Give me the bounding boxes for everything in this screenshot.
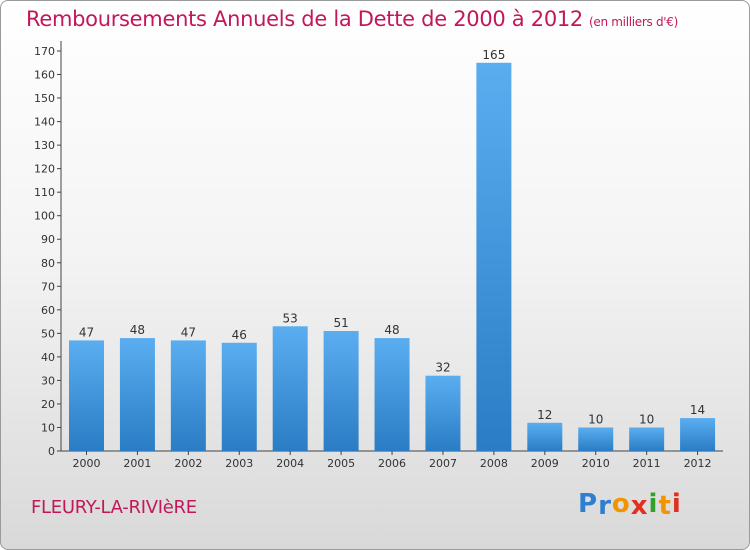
bar-value-label: 47 <box>181 325 196 339</box>
y-tick-label: 50 <box>41 327 55 340</box>
x-tick-label: 2002 <box>174 457 202 470</box>
logo-letter: r <box>598 491 612 521</box>
y-tick-label: 110 <box>34 186 55 199</box>
logo-letter: x <box>630 491 649 521</box>
logo-letter: i <box>648 489 659 519</box>
y-tick-label: 120 <box>34 163 55 176</box>
y-tick-label: 40 <box>41 351 55 364</box>
x-tick-label: 2003 <box>225 457 253 470</box>
bar-value-label: 47 <box>79 325 94 339</box>
bar-value-label: 12 <box>537 408 552 422</box>
y-tick-label: 160 <box>34 69 55 82</box>
y-tick-label: 140 <box>34 116 55 129</box>
y-tick-label: 150 <box>34 92 55 105</box>
bar <box>221 342 257 451</box>
x-tick-label: 2006 <box>378 457 406 470</box>
x-tick-label: 2009 <box>531 457 559 470</box>
x-tick-label: 2012 <box>684 457 712 470</box>
x-tick-label: 2005 <box>327 457 355 470</box>
x-tick-label: 2010 <box>582 457 610 470</box>
y-tick-label: 170 <box>34 45 55 58</box>
x-tick-label: 2007 <box>429 457 457 470</box>
bar-value-label: 165 <box>482 48 505 62</box>
y-tick-label: 60 <box>41 304 55 317</box>
chart-title: Remboursements Annuels de la Dette de 20… <box>26 7 678 31</box>
bar <box>374 338 410 451</box>
x-tick-label: 2011 <box>633 457 661 470</box>
bar-value-label: 14 <box>690 403 705 417</box>
x-tick-label: 2001 <box>123 457 151 470</box>
y-tick-label: 70 <box>41 280 55 293</box>
proxiti-logo: Proxiti <box>578 489 682 521</box>
logo-letter: i <box>671 489 682 519</box>
bar <box>425 375 461 451</box>
logo-letter: P <box>578 489 599 519</box>
y-tick-label: 0 <box>48 445 55 458</box>
bar <box>119 338 155 451</box>
y-tick-label: 30 <box>41 374 55 387</box>
y-tick-label: 80 <box>41 257 55 270</box>
bar <box>476 62 512 451</box>
bar <box>323 331 359 451</box>
location-label: FLEURY-LA-RIVIèRE <box>31 497 197 518</box>
y-tick-label: 20 <box>41 398 55 411</box>
bar <box>629 427 665 451</box>
x-tick-label: 2004 <box>276 457 304 470</box>
y-tick-label: 90 <box>41 233 55 246</box>
y-tick-label: 10 <box>41 421 55 434</box>
bar <box>680 418 716 451</box>
x-tick-label: 2000 <box>73 457 101 470</box>
chart-title-text: Remboursements Annuels de la Dette de 20… <box>26 7 583 31</box>
bar <box>527 422 563 451</box>
chart-subtitle: (en milliers d'€) <box>589 15 679 29</box>
logo-letter: o <box>611 489 631 519</box>
x-tick-label: 2008 <box>480 457 508 470</box>
bar <box>578 427 614 451</box>
bar-value-label: 10 <box>588 412 603 426</box>
bar <box>272 326 308 451</box>
bar-value-label: 48 <box>130 323 145 337</box>
bar <box>69 340 104 451</box>
bar-value-label: 53 <box>283 311 298 325</box>
bar <box>170 340 206 451</box>
bar-value-label: 46 <box>232 328 247 342</box>
bar-value-label: 48 <box>384 323 399 337</box>
logo-letter: t <box>658 491 672 521</box>
bar-value-label: 32 <box>435 361 450 375</box>
bar-value-label: 10 <box>639 412 654 426</box>
y-tick-label: 100 <box>34 210 55 223</box>
y-tick-label: 130 <box>34 139 55 152</box>
bar-value-label: 51 <box>333 316 348 330</box>
